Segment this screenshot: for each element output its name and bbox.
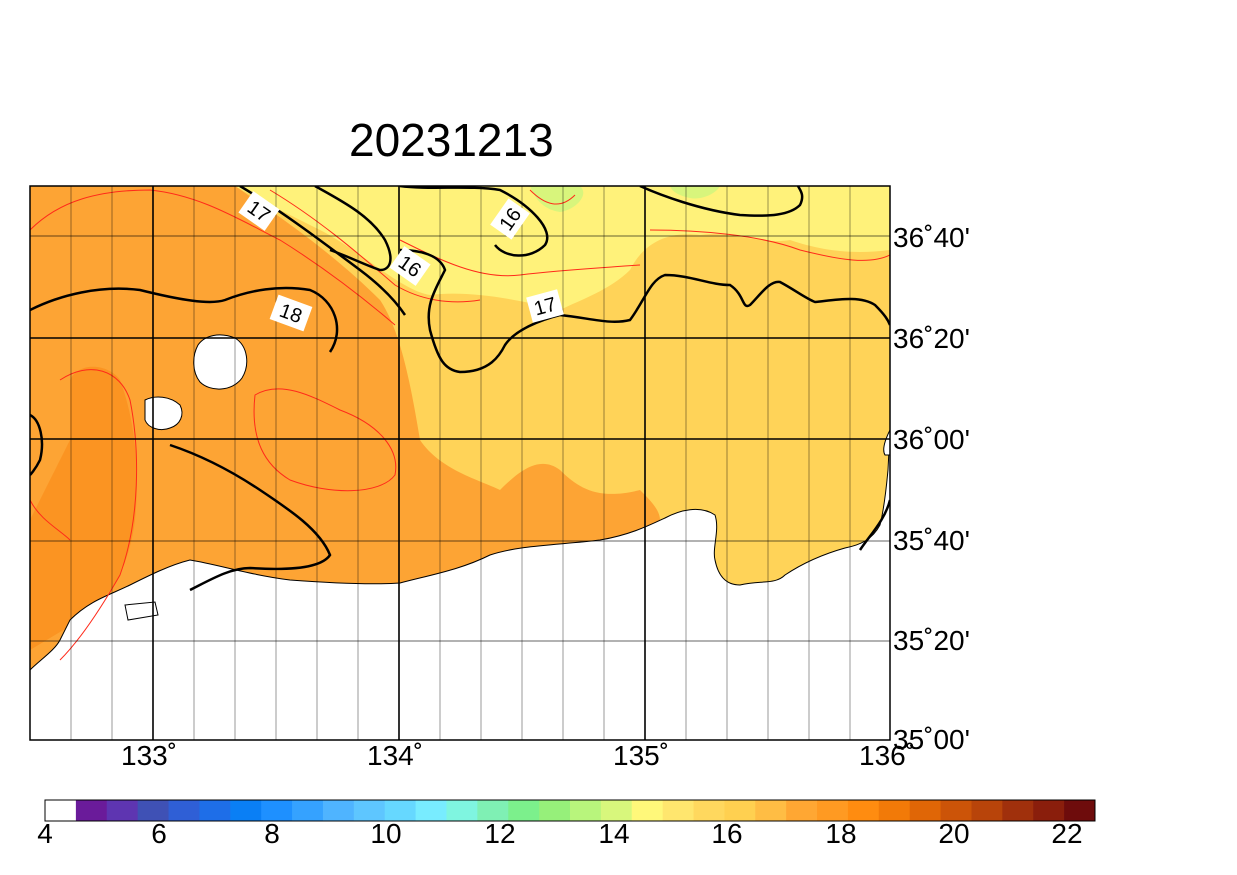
colorbar-border bbox=[44, 799, 1096, 822]
colorbar-tick-label: 6 bbox=[151, 818, 167, 849]
colorbar-swatch bbox=[45, 800, 77, 821]
colorbar-swatch bbox=[353, 800, 386, 821]
lat-label: 36˚20' bbox=[893, 323, 970, 354]
colorbar-swatch bbox=[693, 800, 725, 821]
grid bbox=[30, 186, 890, 740]
colorbar-swatch bbox=[415, 800, 447, 821]
colorbar-swatch bbox=[909, 800, 942, 821]
colorbar-swatch bbox=[724, 800, 756, 821]
lat-label: 35˚00' bbox=[893, 724, 970, 755]
colorbar-tick-label: 22 bbox=[1051, 818, 1083, 849]
colorbar-swatch bbox=[75, 800, 108, 821]
colorbar-swatch bbox=[539, 800, 571, 821]
colorbar-tick-label: 16 bbox=[711, 818, 743, 849]
lon-label: 135˚ bbox=[613, 740, 670, 771]
colorbar-swatch bbox=[878, 800, 911, 821]
lon-label: 134˚ bbox=[367, 740, 424, 771]
colorbar-swatch bbox=[446, 800, 478, 821]
colorbar-swatch bbox=[384, 800, 417, 821]
temp-zone-19 bbox=[30, 366, 137, 650]
lon-label: 133˚ bbox=[121, 740, 178, 771]
colorbar-tick-label: 8 bbox=[264, 818, 280, 849]
colorbar-swatch bbox=[137, 800, 170, 821]
colorbar-swatch bbox=[847, 800, 880, 821]
colorbar-swatch bbox=[322, 800, 355, 821]
colorbar-tick-label: 20 bbox=[938, 818, 970, 849]
colorbar-swatch bbox=[292, 800, 324, 821]
colorbar-swatch bbox=[477, 800, 509, 821]
colorbar bbox=[44, 799, 1096, 822]
colorbar-swatch bbox=[1033, 800, 1065, 821]
land bbox=[29, 334, 891, 741]
colorbar-swatch bbox=[168, 800, 200, 821]
colorbar-swatch bbox=[662, 800, 695, 821]
colorbar-swatch bbox=[631, 800, 664, 821]
contour-label: 17 bbox=[526, 289, 564, 323]
map-frame bbox=[29, 185, 891, 741]
colorbar-swatch bbox=[230, 800, 262, 821]
colorbar-swatch bbox=[817, 800, 849, 821]
colorbar-tick-label: 14 bbox=[598, 818, 630, 849]
lat-label: 35˚20' bbox=[893, 625, 970, 656]
colorbar-swatch bbox=[786, 800, 818, 821]
colorbar-tick-label: 12 bbox=[484, 818, 516, 849]
lon-label: 136˚ bbox=[859, 740, 916, 771]
mainland-coast bbox=[29, 429, 891, 741]
major-contours bbox=[30, 186, 890, 592]
colorbar-swatch bbox=[261, 800, 293, 821]
colorbar-swatch bbox=[971, 800, 1003, 821]
oki-small-islands bbox=[144, 396, 183, 431]
colorbar-swatch bbox=[570, 800, 602, 821]
colorbar-swatch bbox=[1064, 800, 1096, 821]
colorbar-tick-label: 4 bbox=[37, 818, 53, 849]
colorbar-swatch bbox=[508, 800, 540, 821]
map-title: 20231213 bbox=[349, 114, 554, 166]
colorbar-tick-label: 18 bbox=[825, 818, 857, 849]
lat-label: 35˚40' bbox=[893, 525, 970, 556]
colorbar-swatch bbox=[755, 800, 787, 821]
lat-label: 36˚00' bbox=[893, 424, 970, 455]
colorbar-swatch bbox=[940, 800, 972, 821]
colorbar-swatch bbox=[1002, 800, 1034, 821]
colorbar-swatch bbox=[199, 800, 231, 821]
contour-label: 18 bbox=[269, 294, 313, 332]
oki-island bbox=[193, 334, 248, 390]
fine-contours bbox=[30, 189, 890, 661]
colorbar-tick-label: 10 bbox=[370, 818, 402, 849]
colorbar-swatch bbox=[600, 800, 633, 821]
temp-zone-15 bbox=[530, 186, 584, 212]
lat-label: 36˚40' bbox=[893, 222, 970, 253]
colorbar-swatch bbox=[106, 800, 139, 821]
